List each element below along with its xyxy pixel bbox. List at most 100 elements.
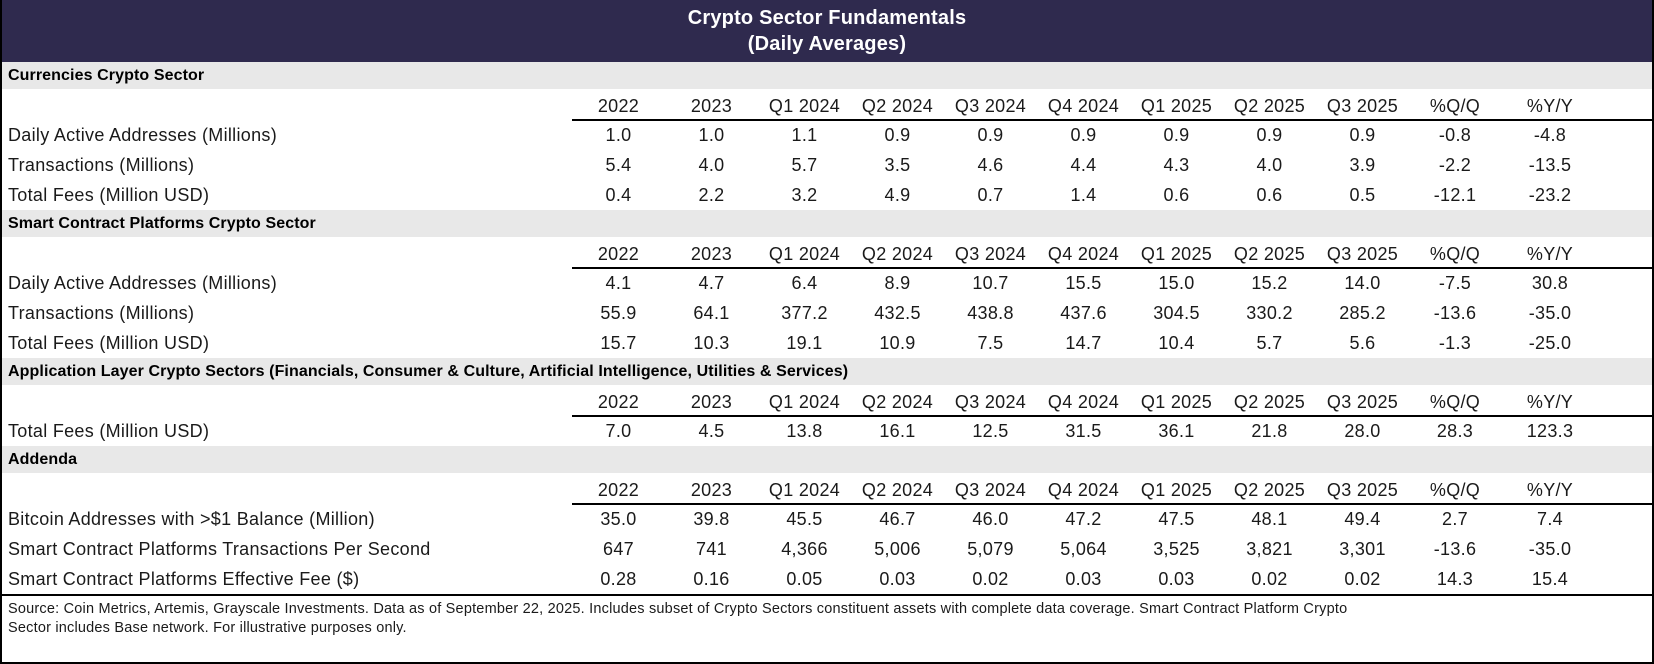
value-cell: 13.8 <box>786 421 823 441</box>
value-cell: 36.1 <box>1158 421 1195 441</box>
source-note: Source: Coin Metrics, Artemis, Grayscale… <box>2 594 1652 644</box>
value-cell: 14.3 <box>1436 568 1474 589</box>
value-cell: 5,006 <box>874 538 921 559</box>
column-header: 2022 <box>572 473 665 505</box>
column-header: Q2 2025 <box>1223 237 1316 269</box>
column-header: %Q/Q <box>1409 385 1501 417</box>
column-header-row: 2022 2023 Q1 2024 Q2 2024 Q3 2024 Q4 2024 Q1 2… <box>2 237 1652 269</box>
column-header: %Y/Y <box>1501 473 1599 505</box>
value-cell: 4,366 <box>781 538 828 559</box>
table-row: Total Fees (Million USD) 0.4 2.2 3.2 4.9 0.7 1… <box>2 180 1652 210</box>
section-header-label: Application Layer Crypto Sectors (Financ… <box>2 358 1652 385</box>
column-header-spacer <box>2 237 572 268</box>
report-subtitle: (Daily Averages) <box>747 33 907 55</box>
value-cell: -2.2 <box>1438 154 1472 175</box>
value-cell: 0.9 <box>977 125 1004 145</box>
column-header-spacer <box>2 385 572 416</box>
value-cell: -13.5 <box>1528 154 1572 175</box>
value-cell: -0.8 <box>1438 125 1472 145</box>
column-header: Q3 2025 <box>1316 473 1409 505</box>
section-header-row: Currencies Crypto Sector <box>2 62 1652 89</box>
value-cell: 4.7 <box>698 273 725 293</box>
value-cell: 1.0 <box>698 125 725 145</box>
value-cell: 15.0 <box>1158 273 1195 293</box>
value-cell: -35.0 <box>1528 302 1572 323</box>
value-cell: 64.1 <box>693 302 730 323</box>
value-cell: 7.0 <box>605 421 632 441</box>
value-cell: 48.1 <box>1251 509 1288 529</box>
value-cell: 7.4 <box>1537 509 1563 529</box>
value-cell: 46.7 <box>879 509 916 529</box>
column-header-pad <box>1599 89 1652 121</box>
value-cell: 15.7 <box>600 332 637 353</box>
value-cell: 4.0 <box>1256 154 1283 175</box>
value-cell: 0.02 <box>972 568 1009 589</box>
value-cell: 0.03 <box>1065 568 1102 589</box>
value-cell: 741 <box>696 538 727 559</box>
column-header: %Y/Y <box>1501 385 1599 417</box>
row-label: Total Fees (Million USD) <box>8 184 210 205</box>
table-row: Transactions (Millions) 55.9 64.1 377.2 432.… <box>2 298 1652 328</box>
value-cell: 1.1 <box>791 125 818 145</box>
column-header-row: 2022 2023 Q1 2024 Q2 2024 Q3 2024 Q4 2024 Q1 2… <box>2 385 1652 417</box>
column-header: Q1 2024 <box>758 385 851 417</box>
value-cell: -1.3 <box>1438 332 1472 353</box>
value-cell: 5.7 <box>791 154 818 175</box>
value-cell: 35.0 <box>600 509 637 529</box>
column-header: %Q/Q <box>1409 237 1501 269</box>
column-header: 2023 <box>665 385 758 417</box>
value-cell: 432.5 <box>874 302 921 323</box>
value-cell: 10.3 <box>693 332 730 353</box>
value-cell: 3,821 <box>1246 538 1293 559</box>
value-cell: 3.9 <box>1349 154 1376 175</box>
value-cell: 438.8 <box>967 302 1014 323</box>
column-header: Q2 2024 <box>851 473 944 505</box>
value-cell: 4.5 <box>698 421 725 441</box>
value-cell: 0.9 <box>1070 125 1097 145</box>
column-header: Q1 2025 <box>1130 473 1223 505</box>
column-header: Q3 2025 <box>1316 89 1409 121</box>
column-header: Q2 2025 <box>1223 473 1316 505</box>
row-label: Total Fees (Million USD) <box>8 420 210 441</box>
value-cell: 5.6 <box>1349 332 1376 353</box>
value-cell: 5.4 <box>605 154 632 175</box>
column-header-pad <box>1599 473 1652 505</box>
value-cell: 1.4 <box>1070 184 1097 205</box>
value-cell: 15.5 <box>1065 273 1102 293</box>
value-cell: 4.1 <box>605 273 632 293</box>
value-cell: 0.9 <box>884 125 911 145</box>
value-cell: 0.5 <box>1349 184 1376 205</box>
value-cell: 5,079 <box>967 538 1014 559</box>
value-cell: 0.7 <box>977 184 1004 205</box>
column-header: Q3 2025 <box>1316 385 1409 417</box>
value-cell: 0.16 <box>693 568 730 589</box>
value-cell: -13.6 <box>1433 302 1477 323</box>
row-pad <box>1599 150 1652 180</box>
value-cell: 1.0 <box>605 125 632 145</box>
value-cell: 3.2 <box>791 184 818 205</box>
row-label: Transactions (Millions) <box>8 302 195 323</box>
column-header: 2023 <box>665 89 758 121</box>
fundamentals-table-body: Currencies Crypto Sector 2022 2023 Q1 2024 Q… <box>2 62 1652 594</box>
table-row: Bitcoin Addresses with >$1 Balance (Mill… <box>2 504 1652 534</box>
row-label: Bitcoin Addresses with >$1 Balance (Mill… <box>8 508 375 529</box>
value-cell: 2.2 <box>698 184 725 205</box>
value-cell: 2.7 <box>1442 509 1468 529</box>
column-header-pad <box>1599 385 1652 417</box>
value-cell: 14.7 <box>1065 332 1102 353</box>
value-cell: 14.0 <box>1344 273 1381 293</box>
table-row: Daily Active Addresses (Millions) 4.1 4.7 6… <box>2 268 1652 298</box>
row-label: Total Fees (Million USD) <box>8 332 210 353</box>
value-cell: 0.9 <box>1163 125 1190 145</box>
value-cell: 4.0 <box>698 154 725 175</box>
table-row: Smart Contract Platforms Effective Fee (… <box>2 564 1652 594</box>
value-cell: -13.6 <box>1433 538 1477 559</box>
value-cell: 0.05 <box>786 568 823 589</box>
row-label: Daily Active Addresses (Millions) <box>8 272 277 293</box>
section-header-row: Addenda <box>2 446 1652 473</box>
row-pad <box>1599 328 1652 358</box>
value-cell: 47.5 <box>1158 509 1195 529</box>
value-cell: 49.4 <box>1344 509 1381 529</box>
section-header-label: Currencies Crypto Sector <box>2 62 1652 89</box>
